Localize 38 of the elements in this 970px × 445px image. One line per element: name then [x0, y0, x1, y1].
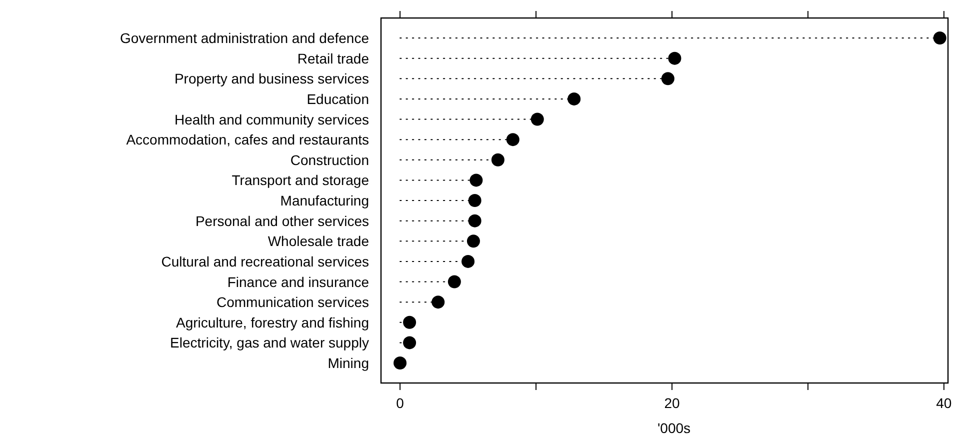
x-tick-label: 0: [396, 395, 404, 411]
point: [568, 92, 581, 106]
y-tick-label: Finance and insurance: [227, 274, 370, 290]
x-tick-label: 40: [936, 395, 952, 411]
x-axis-title: '000s: [658, 420, 691, 436]
point: [491, 153, 504, 166]
point: [933, 32, 946, 44]
y-tick-label: Wholesale trade: [268, 233, 370, 250]
y-tick-label: Government administration and defence: [120, 30, 370, 46]
y-tick-label: Manufacturing: [280, 192, 369, 208]
point: [668, 52, 682, 65]
point: [468, 194, 482, 207]
y-tick-label: Property and business services: [174, 70, 369, 87]
y-tick-label: Health and community services: [174, 111, 369, 128]
y-tick-label: Personal and other services: [195, 212, 369, 229]
point: [432, 296, 445, 309]
point: [466, 234, 480, 248]
point: [468, 214, 482, 228]
y-tick-label: Agriculture, forestry and fishing: [176, 314, 369, 330]
point: [394, 356, 407, 370]
y-tick-label: Construction: [290, 152, 369, 168]
y-tick-label: Cultural and recreational services: [161, 253, 369, 270]
point: [448, 275, 461, 288]
y-tick-label: Communication services: [216, 294, 369, 310]
y-tick-label: Retail trade: [297, 50, 370, 66]
point: [470, 174, 483, 187]
point: [506, 133, 520, 146]
point: [462, 254, 475, 268]
point: [403, 316, 416, 329]
point: [403, 336, 416, 350]
y-tick-label: Transport and storage: [232, 172, 370, 188]
y-tick-label: Mining: [328, 355, 369, 371]
x-tick-label: 20: [664, 395, 680, 411]
point: [661, 72, 674, 86]
point: [530, 112, 544, 126]
y-tick-label: Electricity, gas and water supply: [170, 334, 369, 351]
y-tick-label: Accommodation, cafes and restaurants: [126, 132, 369, 148]
y-tick-label: Education: [306, 90, 369, 107]
